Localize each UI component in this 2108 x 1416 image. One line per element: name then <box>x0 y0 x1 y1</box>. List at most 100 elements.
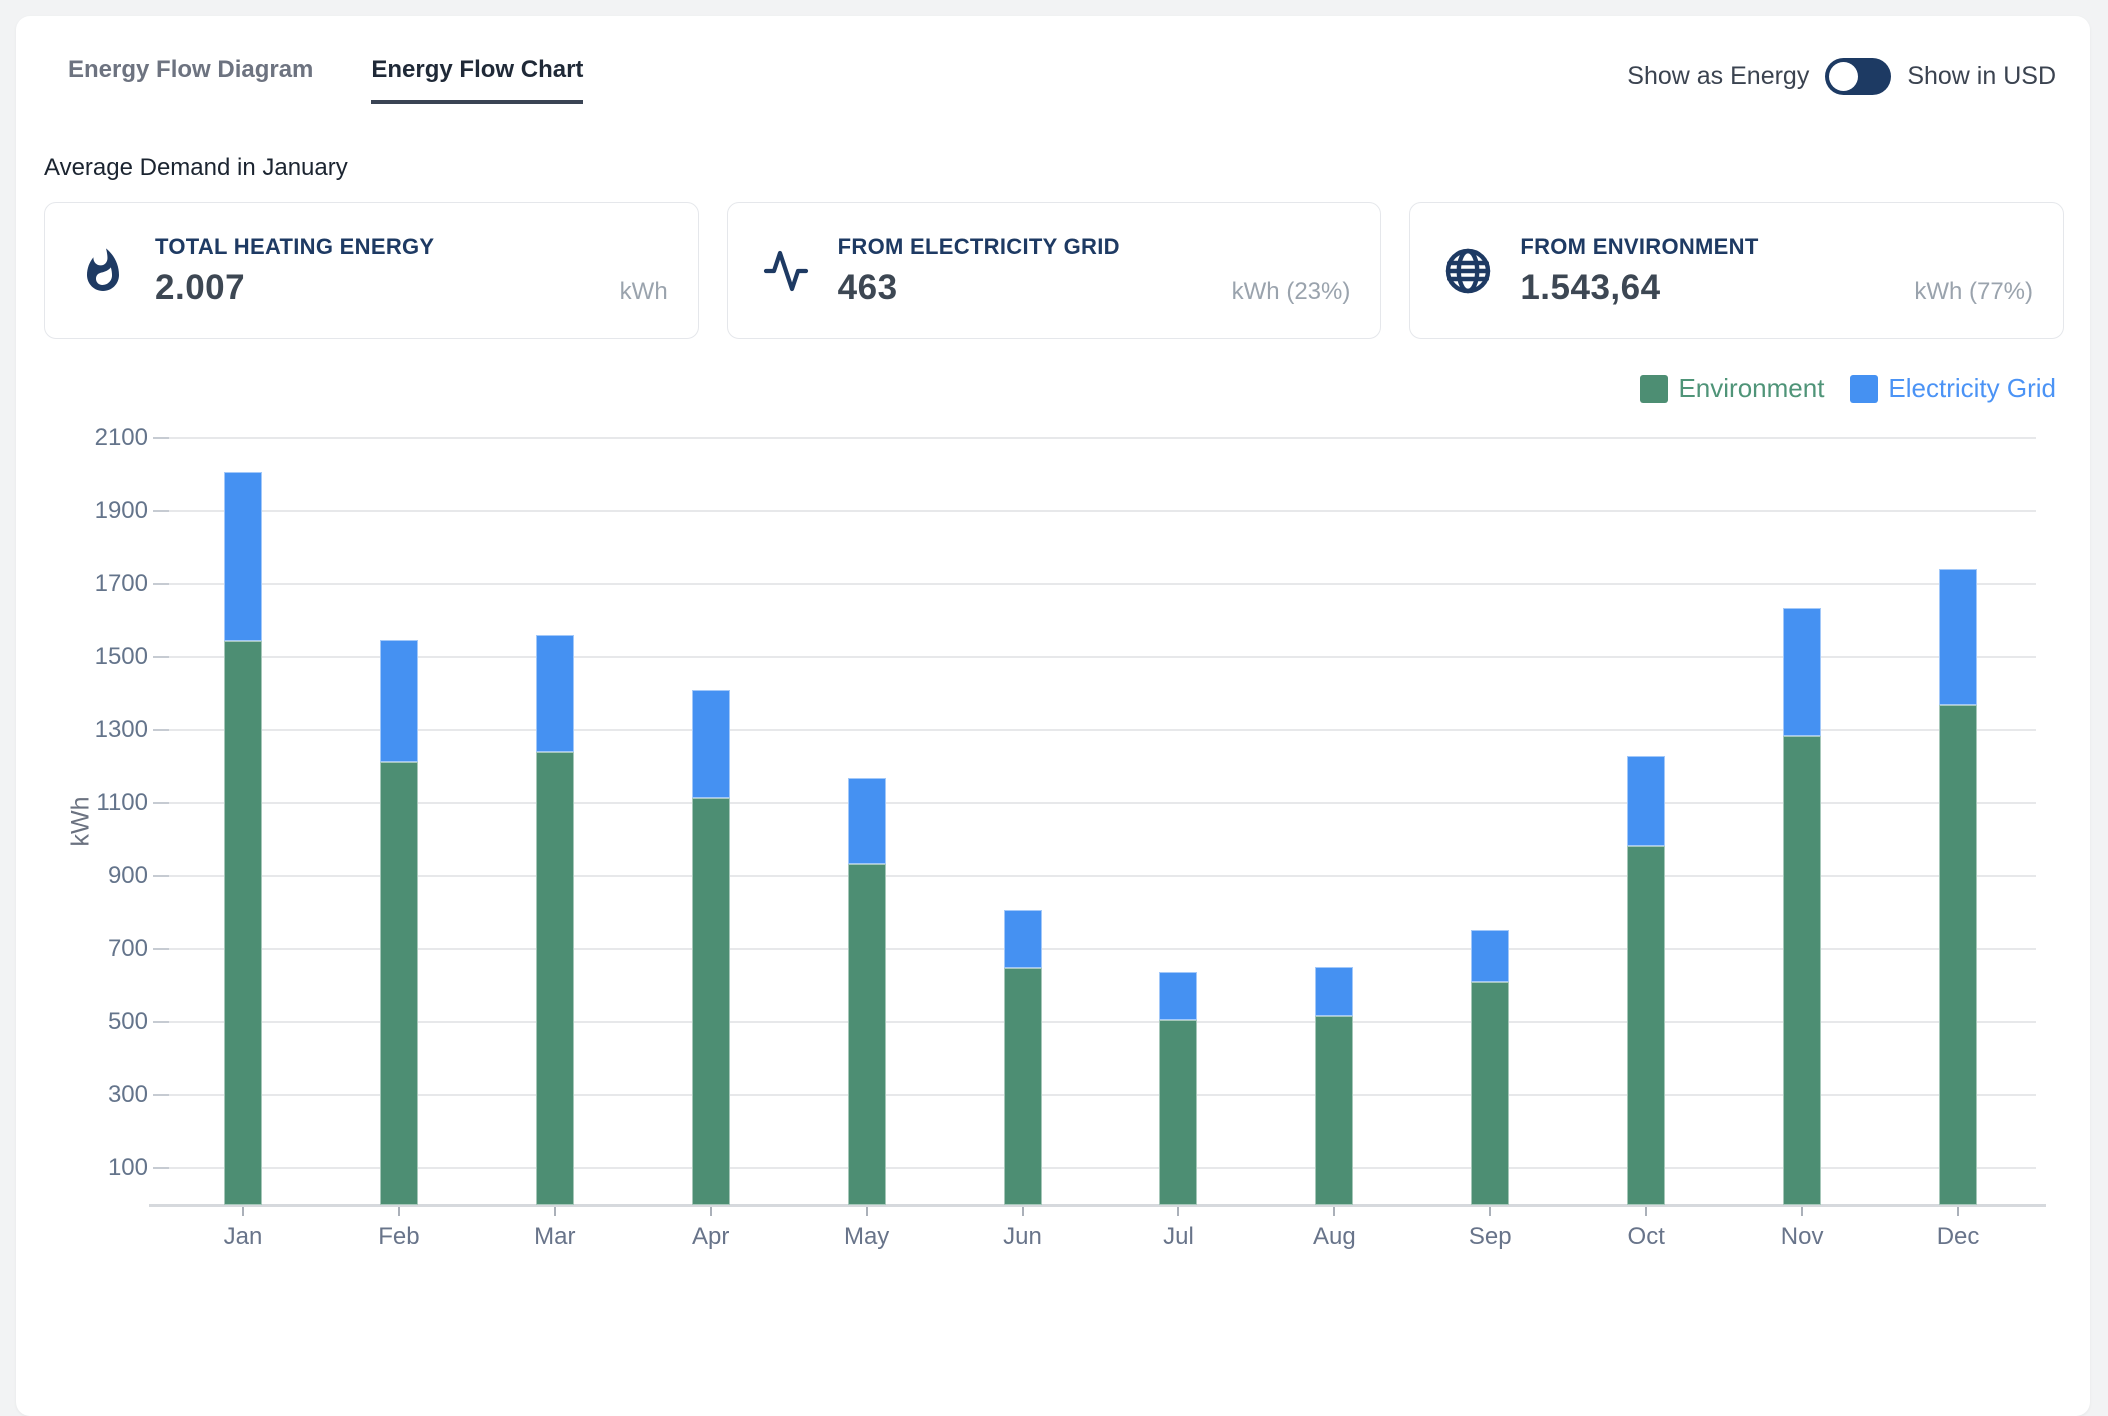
x-tick-mark <box>1645 1207 1647 1216</box>
x-tick-mark <box>1177 1207 1179 1216</box>
header: Energy Flow Diagram Energy Flow Chart Sh… <box>16 16 2090 104</box>
bar-segment-electricity-grid[interactable] <box>1471 930 1509 983</box>
gridline <box>165 1094 2036 1096</box>
x-axis-label: Oct <box>1591 1223 1701 1251</box>
gridline <box>165 656 2036 658</box>
bar-segment-environment[interactable] <box>692 798 730 1205</box>
y-axis-tick-label: 2100 <box>16 424 148 452</box>
gridline <box>165 583 2036 585</box>
bar-segment-environment[interactable] <box>224 641 262 1205</box>
x-axis-label: Jul <box>1123 1223 1233 1251</box>
gridline <box>165 948 2036 950</box>
y-tick-mark <box>153 1167 169 1169</box>
bar-segment-electricity-grid[interactable] <box>1159 972 1197 1020</box>
y-axis-tick-label: 1700 <box>16 570 148 598</box>
bar-segment-environment[interactable] <box>1939 705 1977 1205</box>
bar-segment-environment[interactable] <box>1315 1016 1353 1205</box>
y-axis-tick-label: 1500 <box>16 643 148 671</box>
bar-segment-electricity-grid[interactable] <box>848 778 886 864</box>
x-axis-label: Jun <box>968 1223 1078 1251</box>
bar-segment-environment[interactable] <box>1159 1020 1197 1205</box>
bar-segment-electricity-grid[interactable] <box>692 690 730 798</box>
y-axis-tick-label: 1900 <box>16 497 148 525</box>
card-body: FROM ELECTRICITY GRID 463 kWh (23%) <box>838 234 1351 308</box>
x-tick-mark <box>1022 1207 1024 1216</box>
toggle-left-label: Show as Energy <box>1627 62 1809 91</box>
bar-segment-electricity-grid[interactable] <box>536 635 574 752</box>
stacked-bar-chart: 100300500700900110013001500170019002100J… <box>16 418 2090 1278</box>
stat-cards: TOTAL HEATING ENERGY 2.007 kWh FROM ELEC… <box>44 202 2064 339</box>
gridline <box>165 875 2036 877</box>
unit-toggle-group: Show as Energy Show in USD <box>1627 58 2056 95</box>
legend-item-environment[interactable]: Environment <box>1640 373 1824 404</box>
bar-segment-electricity-grid[interactable] <box>1627 756 1665 845</box>
card-value: 463 <box>838 268 898 308</box>
legend-item-electricity-grid[interactable]: Electricity Grid <box>1850 373 2056 404</box>
bar-segment-electricity-grid[interactable] <box>1783 608 1821 735</box>
bar-segment-electricity-grid[interactable] <box>1939 569 1977 705</box>
tab-bar: Energy Flow Diagram Energy Flow Chart <box>68 56 583 104</box>
environment-swatch-icon <box>1640 375 1668 403</box>
chart-legend: Environment Electricity Grid <box>16 373 2056 404</box>
bar-segment-environment[interactable] <box>1004 968 1042 1205</box>
card-body: FROM ENVIRONMENT 1.543,64 kWh (77%) <box>1520 234 2033 308</box>
x-axis-label: Nov <box>1747 1223 1857 1251</box>
x-tick-mark <box>398 1207 400 1216</box>
y-tick-mark <box>153 1094 169 1096</box>
y-tick-mark <box>153 437 169 439</box>
legend-label: Electricity Grid <box>1888 373 2056 404</box>
card-total-heating-energy: TOTAL HEATING ENERGY 2.007 kWh <box>44 202 699 339</box>
x-tick-mark <box>554 1207 556 1216</box>
y-axis-tick-label: 300 <box>16 1081 148 1109</box>
y-tick-mark <box>153 802 169 804</box>
bar-segment-environment[interactable] <box>380 762 418 1205</box>
y-tick-mark <box>153 583 169 585</box>
energy-usd-toggle[interactable] <box>1825 58 1891 95</box>
x-axis-label: Sep <box>1435 1223 1545 1251</box>
bar-segment-electricity-grid[interactable] <box>224 472 262 641</box>
y-tick-mark <box>153 510 169 512</box>
y-axis-tick-label: 900 <box>16 862 148 890</box>
x-axis-label: Dec <box>1903 1223 2013 1251</box>
card-value: 1.543,64 <box>1520 268 1660 308</box>
x-tick-mark <box>1489 1207 1491 1216</box>
x-axis-label: May <box>812 1223 922 1251</box>
y-tick-mark <box>153 948 169 950</box>
card-value: 2.007 <box>155 268 245 308</box>
legend-label: Environment <box>1678 373 1824 404</box>
tab-energy-flow-chart[interactable]: Energy Flow Chart <box>371 56 583 104</box>
x-axis-label: Apr <box>656 1223 766 1251</box>
card-from-environment: FROM ENVIRONMENT 1.543,64 kWh (77%) <box>1409 202 2064 339</box>
y-tick-mark <box>153 729 169 731</box>
y-axis-title: kWh <box>67 796 96 846</box>
x-axis-label: Mar <box>500 1223 610 1251</box>
card-title: FROM ELECTRICITY GRID <box>838 234 1351 260</box>
x-tick-mark <box>1333 1207 1335 1216</box>
gridline <box>165 437 2036 439</box>
bar-segment-environment[interactable] <box>536 752 574 1205</box>
y-tick-mark <box>153 1021 169 1023</box>
bar-segment-electricity-grid[interactable] <box>1315 967 1353 1016</box>
y-axis-tick-label: 100 <box>16 1154 148 1182</box>
bar-segment-electricity-grid[interactable] <box>1004 910 1042 968</box>
bar-segment-environment[interactable] <box>1627 846 1665 1205</box>
card-title: TOTAL HEATING ENERGY <box>155 234 668 260</box>
tab-energy-flow-diagram[interactable]: Energy Flow Diagram <box>68 56 313 104</box>
x-tick-mark <box>710 1207 712 1216</box>
section-title: Average Demand in January <box>44 154 2090 182</box>
y-axis-tick-label: 500 <box>16 1008 148 1036</box>
gridline <box>165 1021 2036 1023</box>
bar-segment-electricity-grid[interactable] <box>380 640 418 762</box>
x-tick-mark <box>1801 1207 1803 1216</box>
bar-segment-environment[interactable] <box>1783 736 1821 1205</box>
card-unit: kWh <box>620 278 668 306</box>
card-body: TOTAL HEATING ENERGY 2.007 kWh <box>155 234 668 308</box>
bar-segment-environment[interactable] <box>848 864 886 1205</box>
y-tick-mark <box>153 875 169 877</box>
x-axis-label: Jan <box>188 1223 298 1251</box>
gridline <box>165 1167 2036 1169</box>
x-tick-mark <box>866 1207 868 1216</box>
bar-segment-environment[interactable] <box>1471 982 1509 1205</box>
x-axis-label: Aug <box>1279 1223 1389 1251</box>
toggle-knob-icon <box>1829 62 1858 91</box>
